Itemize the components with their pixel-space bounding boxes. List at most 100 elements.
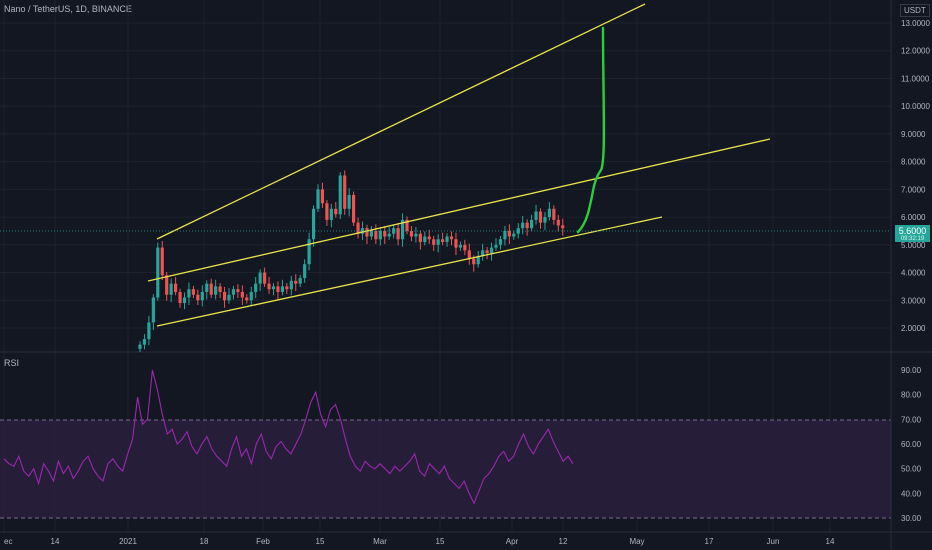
candle-body	[365, 228, 369, 237]
time-axis-label: 14	[826, 537, 835, 546]
candle-body	[276, 286, 280, 292]
time-axis-label: 15	[316, 537, 325, 546]
candle-body	[182, 297, 187, 304]
candle-body	[369, 230, 373, 237]
candle-body	[543, 217, 547, 223]
rsi-axis-label: 30.00	[901, 514, 922, 523]
symbol-title[interactable]: Nano / TetherUS, 1D, BINANCE	[4, 4, 132, 14]
candle-body	[263, 272, 267, 284]
candle-body	[280, 286, 284, 292]
time-axis-label: ec	[4, 537, 12, 546]
candle-body	[507, 230, 511, 237]
candle-body	[352, 194, 356, 223]
price-axis-label: 4.0000	[901, 269, 926, 278]
last-price-tag: 5.6000 09:32:19	[895, 225, 930, 242]
time-axis-label: Jun	[767, 537, 780, 546]
candle-body	[436, 239, 440, 245]
channel-lines[interactable]	[147, 3, 771, 327]
candle-body	[418, 233, 422, 243]
price-axis-label: 12.0000	[901, 47, 930, 56]
candle-body	[343, 175, 347, 209]
candle-body	[503, 230, 507, 240]
candle-body	[405, 219, 409, 231]
middle-channel-line[interactable]	[147, 138, 771, 282]
candle-body	[409, 230, 414, 237]
candle-body	[454, 239, 458, 248]
candle-body	[481, 250, 485, 256]
candle-body	[378, 230, 382, 240]
candle-body	[245, 297, 249, 301]
candle-body	[547, 208, 551, 218]
candle-body	[387, 233, 391, 237]
candle-body	[249, 291, 253, 301]
time-axis-label: Feb	[256, 537, 270, 546]
candle-body	[151, 297, 155, 323]
price-axis-label: 13.0000	[901, 19, 930, 28]
price-axis-label: 6.0000	[901, 213, 926, 222]
candle-body	[236, 289, 240, 292]
price-axis-label: 7.0000	[901, 185, 926, 194]
candle-body	[347, 194, 351, 209]
candle-body	[512, 233, 516, 237]
lower-channel-line[interactable]	[156, 216, 663, 327]
candle-body	[178, 291, 182, 304]
candle-body	[160, 247, 164, 276]
candle-body	[156, 247, 160, 298]
candle-body	[165, 275, 169, 295]
rsi-axis-label: 60.00	[901, 440, 922, 449]
time-axis-label: 15	[436, 537, 445, 546]
candle-body	[432, 239, 436, 245]
candle-body	[222, 291, 227, 301]
price-axis[interactable]: 13.0000 12.0000 11.0000 10.0000 9.0000 8.0000…	[901, 19, 930, 333]
candle-body	[374, 230, 378, 240]
candle-body	[498, 239, 503, 245]
candle-body	[320, 189, 325, 204]
candle-body	[356, 222, 360, 234]
time-axis[interactable]: ec 14 2021 18 Feb 15 Mar 15 Apr 12 May 17 Jun 14	[4, 537, 835, 546]
candle-body	[205, 283, 209, 292]
upper-channel-line[interactable]	[156, 3, 646, 240]
candle-body	[489, 247, 494, 254]
candle-body	[325, 203, 329, 220]
candle-body	[209, 283, 213, 295]
candle-body	[258, 272, 262, 284]
candle-body	[174, 283, 178, 292]
time-axis-label: 12	[559, 537, 568, 546]
rsi-title[interactable]: RSI	[4, 358, 20, 368]
projection-curve[interactable]	[576, 26, 606, 234]
candlestick-series[interactable]	[138, 170, 565, 353]
rsi-line[interactable]	[3, 369, 574, 505]
currency-unit-label: USDT	[900, 4, 930, 17]
candle-body	[329, 208, 333, 220]
price-axis-label: 8.0000	[901, 158, 926, 167]
rsi-axis-label: 70.00	[901, 415, 922, 424]
candle-body	[214, 286, 218, 295]
candle-body	[187, 289, 191, 298]
candle-body	[298, 278, 302, 284]
candle-body	[561, 225, 565, 229]
candle-body	[516, 228, 520, 234]
candle-body	[231, 289, 236, 295]
time-axis-label: 2021	[119, 537, 137, 546]
candle-body	[303, 264, 307, 279]
rsi-axis-label: 40.00	[901, 489, 922, 498]
candle-body	[285, 286, 289, 290]
candle-body	[196, 294, 200, 301]
candle-body	[414, 233, 418, 237]
time-axis-label: May	[629, 537, 644, 546]
time-axis-label: 17	[705, 537, 714, 546]
rsi-axis[interactable]: 90.00 80.00 70.00 60.00 50.00 40.00 30.00	[901, 366, 922, 523]
candle-body	[556, 219, 560, 226]
candle-body	[169, 283, 173, 295]
candle-body	[458, 244, 462, 248]
candle-body	[400, 219, 405, 240]
bar-countdown: 09:32:19	[900, 236, 925, 242]
candle-body	[147, 322, 151, 340]
candle-body	[138, 344, 142, 349]
candle-body	[427, 236, 431, 240]
price-axis-label: 9.0000	[901, 130, 926, 139]
candle-body	[200, 291, 204, 301]
candle-body	[311, 208, 316, 240]
candle-body	[423, 236, 427, 243]
